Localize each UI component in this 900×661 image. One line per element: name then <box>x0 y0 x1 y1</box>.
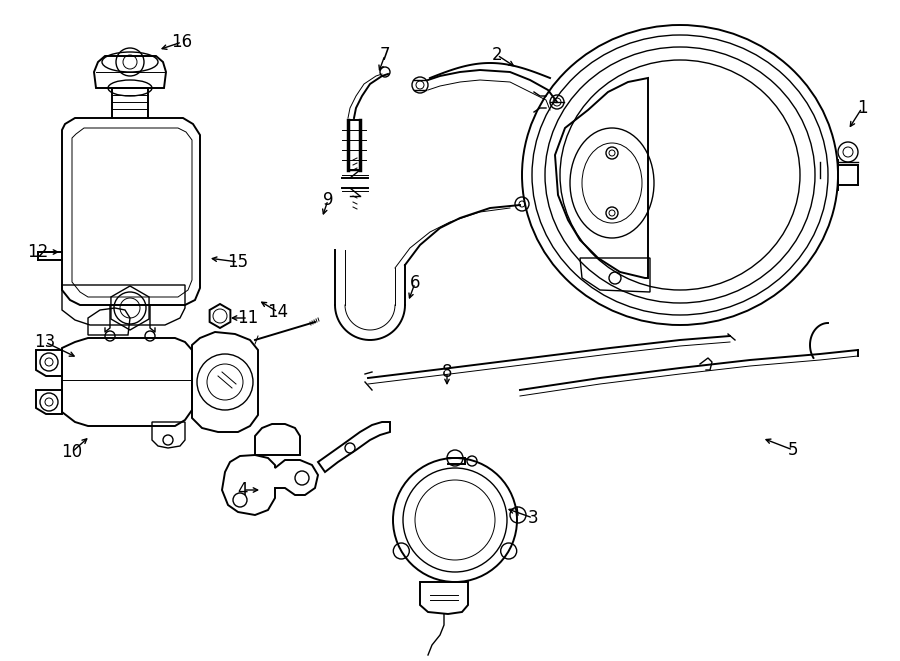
Text: 15: 15 <box>228 253 248 271</box>
Text: 6: 6 <box>410 274 420 292</box>
Text: 5: 5 <box>788 441 798 459</box>
Text: 1: 1 <box>857 99 868 117</box>
Text: 10: 10 <box>61 443 83 461</box>
Text: 8: 8 <box>442 363 452 381</box>
Text: 7: 7 <box>380 46 391 64</box>
Text: 3: 3 <box>527 509 538 527</box>
Text: 12: 12 <box>27 243 49 261</box>
Text: 11: 11 <box>238 309 258 327</box>
Text: 13: 13 <box>34 333 56 351</box>
Text: 14: 14 <box>267 303 289 321</box>
Text: 4: 4 <box>238 481 248 499</box>
Text: 9: 9 <box>323 191 333 209</box>
Text: 16: 16 <box>171 33 193 51</box>
Text: 2: 2 <box>491 46 502 64</box>
